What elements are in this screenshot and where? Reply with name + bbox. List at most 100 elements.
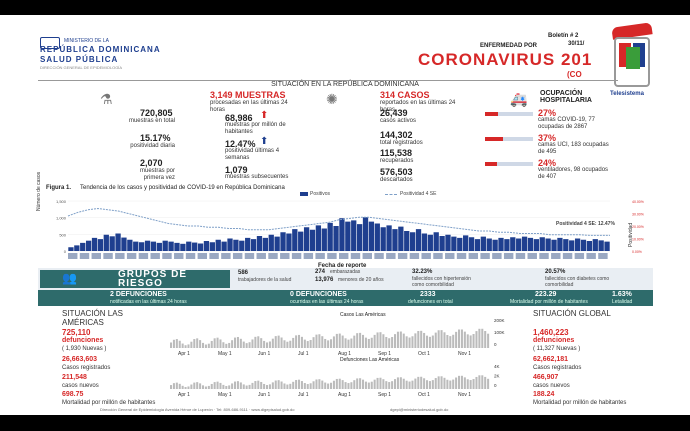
occupancy-pct: 37% [538,133,557,143]
mini-bar [170,385,173,389]
tv-logo-text: Telesistema [610,91,644,97]
x-tick-mark [562,253,573,259]
mini-bar [193,382,196,389]
bar [80,242,86,251]
bar [268,234,274,251]
y-tick-label: 0 [64,249,67,254]
occupancy-label: ventiladores, 98 ocupados de 407 [538,167,609,180]
mini-bar [431,380,434,389]
deaths-0-label: ocurridas en las últimas 24 horas [290,299,364,305]
ministry-logo-icon [40,37,60,49]
mini-bar [254,336,257,348]
bar [569,240,575,251]
mini-bar [315,334,318,348]
mini-bar [364,337,367,348]
mini-bar [347,383,350,389]
bar [533,239,540,251]
mini-bar [394,379,397,389]
tv-logo-icon [614,37,650,87]
mini-bar [332,336,335,348]
total-samples-label: muestras en total [128,118,175,124]
mini-bar [440,330,443,348]
mini-bar [382,334,385,348]
mini-bar [251,339,254,348]
mini-bar [373,379,376,389]
mini-bar [428,336,431,348]
bar [192,242,198,251]
mini-bar [312,337,315,348]
mini-bar [472,334,475,348]
month-label: Jun 1 [258,351,271,357]
mini-bar [332,380,335,389]
r-tick-label: 0.00% [632,250,642,254]
mini-bar [306,341,309,348]
global-mort: 188.24 [533,391,555,398]
mini-bar [335,378,338,389]
risk-workers: 586 [238,270,249,276]
mini-bar [172,339,175,348]
occupancy-bar [485,162,533,166]
mini-bar [190,341,193,348]
mini-bar [286,341,289,348]
mini-bar [391,381,394,389]
mini-bar [260,381,263,389]
x-tick-mark [268,253,278,259]
mini-bar [420,376,423,389]
mini-bar [411,380,414,389]
lethality: 1.63% [612,291,632,298]
mini-bar [268,384,271,389]
mini-bar [295,335,298,348]
bar [398,226,404,251]
mini-bar [463,377,466,389]
risk-title-box [40,270,230,288]
bar [68,247,74,251]
bar [516,238,522,251]
mini-bar [268,341,271,348]
mini-bar [312,381,315,389]
mini-bar [408,337,411,348]
mini-bar [187,386,190,389]
occupancy-label: camas COVID-19, 77 ocupadas de 2867 [538,117,596,130]
subsequent-label: muestras subsecuentes [225,174,289,180]
mini-bar [364,381,367,389]
bar [74,245,80,251]
mini-bar [266,385,269,389]
disease-code: (CO [567,70,582,79]
bar [186,241,192,251]
mini-bar [379,377,382,389]
ministry-small: MINISTERIO DE LA [64,38,110,44]
mini-bar [353,380,356,389]
legend-pos4: Positividad 4 SE [400,191,437,197]
bar [156,242,162,251]
bar [209,242,215,251]
month-label: Jun 1 [258,392,271,398]
bar [498,237,504,251]
risk-hyper: 32.23% [412,269,433,275]
mini-bar [417,330,420,348]
bar [127,239,133,251]
month-label: Apr 1 [178,351,190,357]
global-mort-label: Mortalidad por millón de habitantes [533,400,627,406]
mini-bar [449,336,452,348]
mini-bar [434,378,437,389]
mini-bar [362,334,365,348]
mini-bar [222,384,225,389]
mini-bar [300,381,303,389]
mini-bar [350,338,353,348]
americas-mort: 698.75 [62,391,84,398]
americas-deaths-new: ( 1,930 Nuevas ) [62,346,107,352]
x-tick-mark [115,253,125,259]
bar [144,240,151,251]
total-samples: 720,805 [140,108,173,118]
x-tick-mark [339,253,349,259]
mini-bar [283,340,286,348]
ministry-tiny: DIRECCIÓN GENERAL DE EPIDEMIOLOGÍA [40,65,123,70]
y-right-label: Positividad [628,222,634,247]
mini-bar [344,382,347,389]
mini-bar [367,382,370,389]
x-tick-mark [197,253,208,259]
mini-bar [263,383,266,389]
x-tick-mark [162,253,172,259]
active-cases: 26,439 [380,108,408,118]
bar [368,221,375,251]
